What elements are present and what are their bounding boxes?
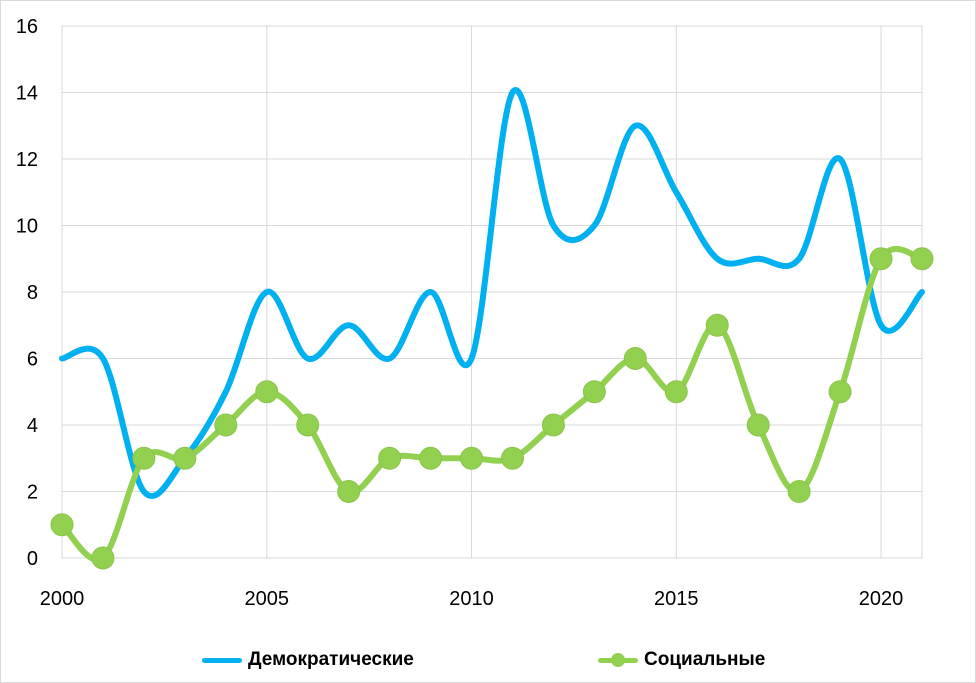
data-point-social [746,413,770,437]
grid-lines [61,25,923,559]
series-line-social [59,246,925,563]
data-point-social [705,313,729,337]
x-tick-label: 2005 [245,588,290,610]
data-point-social [50,513,74,537]
data-point-social [91,546,115,570]
legend-label-social: Социальные [644,649,766,670]
x-tick-label: 2010 [449,588,494,610]
y-tick-label: 16 [16,16,38,38]
data-point-social [132,446,156,470]
data-point-social [664,380,688,404]
data-point-social [337,480,361,503]
y-tick-label: 6 [27,349,38,371]
data-point-social [296,413,320,437]
data-point-social [378,446,402,470]
y-tick-label: 14 [16,83,38,105]
y-tick-label: 2 [27,482,38,504]
data-point-social [419,446,443,470]
data-point-social [500,446,524,470]
data-point-social [255,380,279,404]
data-point-social [541,413,565,437]
y-tick-label: 8 [27,282,38,304]
y-tick-label: 4 [27,415,38,437]
data-point-social [910,247,934,271]
data-point-social [787,480,811,503]
y-tick-label: 0 [27,548,38,570]
legend-label-democratic: Демократические [248,649,414,670]
data-point-social [869,247,893,271]
data-point-social [173,446,197,470]
y-axis-tick-labels: 0 2 4 6 8 10 12 14 16 [16,16,38,570]
x-tick-label: 2020 [859,588,904,610]
data-point-social [214,413,238,437]
series-line-democratic [59,87,925,499]
legend-line-icon [202,650,242,670]
data-point-social [460,446,484,470]
x-tick-label: 2000 [40,588,85,610]
y-tick-label: 12 [16,149,38,171]
data-point-social [623,347,647,370]
x-axis-tick-labels: 2000 2005 2010 2015 2020 [40,588,904,610]
data-point-social [828,380,852,404]
legend-item-social[interactable]: Социальные [598,640,765,680]
x-tick-label: 2015 [654,588,699,610]
series-group [50,87,934,570]
y-tick-label: 10 [16,216,38,238]
data-point-social [582,380,606,404]
legend: Демократические Социальные [0,640,976,680]
legend-item-democratic[interactable]: Демократические [202,640,414,680]
legend-marker-icon [598,650,638,670]
